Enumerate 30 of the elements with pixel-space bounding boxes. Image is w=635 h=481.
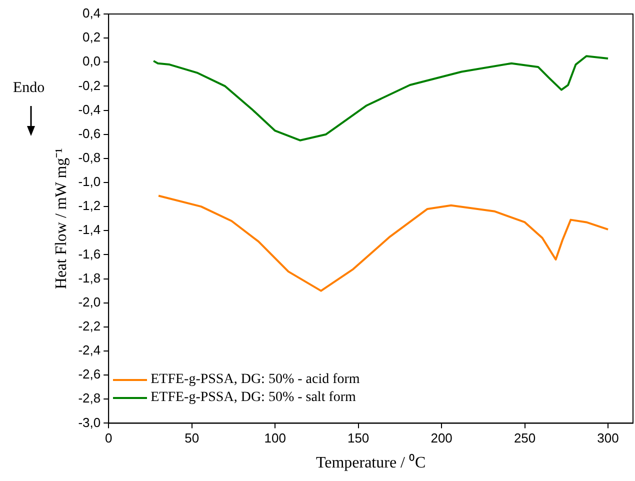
y-tick-label: -0,4 — [78, 102, 101, 117]
x-axis-title: Temperature / ⁰C — [316, 454, 426, 472]
x-tick-label: 0 — [104, 430, 112, 446]
legend-label: ETFE-g-PSSA, DG: 50% - salt form — [150, 390, 356, 406]
x-tick-label: 150 — [347, 430, 370, 446]
y-tick-label: -2,8 — [78, 390, 101, 406]
y-tick-label: -2,6 — [78, 366, 101, 382]
x-tick-label: 100 — [264, 430, 286, 446]
text: Endo — [13, 80, 45, 97]
x-tick-label: 200 — [430, 430, 452, 446]
x-tick-label: 50 — [184, 430, 200, 446]
x-tick-label: 250 — [514, 430, 536, 446]
y-tick-label: -3,0 — [78, 414, 101, 430]
y-tick-label: -1,2 — [78, 198, 101, 214]
y-tick-label: -0,6 — [78, 126, 101, 141]
y-axis-title: Heat Flow / mW mg⁻¹ — [52, 148, 70, 290]
y-tick-label: 0,4 — [82, 6, 101, 21]
y-tick-label: -1,8 — [78, 270, 101, 286]
y-tick-label: 0,2 — [82, 30, 101, 45]
y-tick-label: -1,6 — [78, 246, 101, 262]
y-tick-label: -2,0 — [78, 294, 101, 310]
y-tick-label: -2,2 — [78, 318, 101, 334]
x-tick-label: 300 — [597, 430, 619, 446]
y-tick-label: 0,0 — [82, 54, 101, 69]
legend-label: ETFE-g-PSSA, DG: 50% - acid form — [150, 372, 360, 388]
y-tick-label: -2,4 — [78, 342, 101, 358]
y-tick-label: -1,4 — [78, 222, 101, 238]
y-tick-label: -1,0 — [78, 174, 101, 190]
y-tick-label: -0,2 — [78, 78, 101, 93]
y-tick-label: -0,8 — [78, 150, 101, 165]
